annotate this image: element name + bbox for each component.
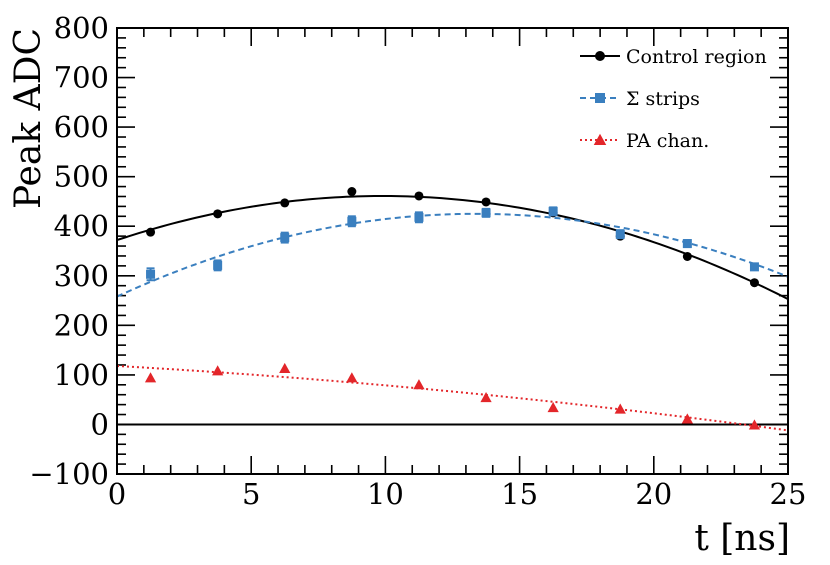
x-tick-label: 15 xyxy=(501,477,538,511)
y-tick-label: 0 xyxy=(91,407,109,441)
data-point xyxy=(413,379,425,390)
data-point xyxy=(749,278,759,288)
data-point xyxy=(681,413,693,424)
x-tick-label: 20 xyxy=(635,477,672,511)
data-point xyxy=(146,227,156,237)
legend-marker xyxy=(595,51,605,61)
legend-marker xyxy=(593,133,607,145)
legend: Control region Σ strips PA chan. xyxy=(580,46,767,152)
y-tick-label: 100 xyxy=(54,358,109,392)
data-point xyxy=(146,269,156,279)
data-point xyxy=(548,206,558,216)
legend-label: Σ strips xyxy=(626,88,700,110)
data-point xyxy=(213,209,223,219)
data-point xyxy=(481,208,491,218)
x-tick-label: 10 xyxy=(367,477,404,511)
y-tick-label: 800 xyxy=(54,11,109,45)
data-point xyxy=(212,365,224,376)
x-tick-label: 5 xyxy=(242,477,260,511)
x-axis-title: t [ns] xyxy=(694,518,790,559)
y-tick-label: 200 xyxy=(54,308,109,342)
data-point xyxy=(279,362,291,373)
axis-ticks xyxy=(116,27,789,475)
data-point xyxy=(280,198,290,208)
fit-curve-2 xyxy=(117,364,788,432)
data-point xyxy=(481,197,491,207)
y-axis-title: Peak ADC xyxy=(8,28,49,209)
y-tick-label: 700 xyxy=(54,61,109,95)
x-tick-label: 25 xyxy=(770,477,807,511)
data-point xyxy=(414,212,424,222)
data-point xyxy=(213,260,223,270)
data-point xyxy=(480,392,492,403)
data-point xyxy=(144,372,157,383)
x-tick-label: 0 xyxy=(108,477,126,511)
fit-curves xyxy=(117,194,788,432)
y-tick-label: 500 xyxy=(54,160,109,194)
legend-marker xyxy=(595,93,605,103)
data-point xyxy=(614,403,626,414)
data-point xyxy=(682,239,692,249)
plot-frame xyxy=(116,27,789,475)
data-point xyxy=(615,229,625,239)
data-point xyxy=(748,419,761,430)
data-point xyxy=(749,262,759,272)
data-point xyxy=(346,372,358,383)
y-tick-label: 400 xyxy=(54,209,109,243)
data-point xyxy=(547,401,559,413)
y-tick-label: 300 xyxy=(54,259,109,293)
data-point xyxy=(347,216,357,226)
y-tick-label: 600 xyxy=(54,110,109,144)
fit-curve-0 xyxy=(117,194,788,300)
y-tick-label: −100 xyxy=(29,457,109,491)
data-point xyxy=(682,251,692,261)
data-point xyxy=(347,187,357,197)
legend-label: Control region xyxy=(626,46,767,68)
legend-label: PA chan. xyxy=(626,130,709,152)
data-point xyxy=(414,191,424,201)
data-point xyxy=(280,233,290,243)
data-points xyxy=(144,187,761,430)
fit-curve-1 xyxy=(117,212,788,298)
